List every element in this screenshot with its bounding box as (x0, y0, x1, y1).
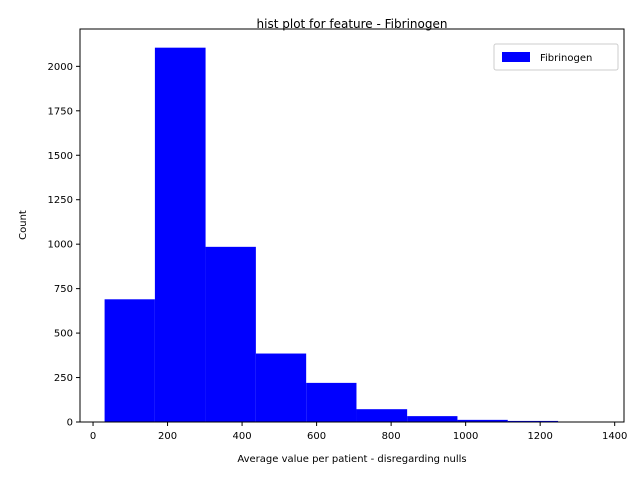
y-tick-label: 1000 (48, 240, 73, 251)
x-tick-label: 600 (307, 431, 326, 442)
legend: Fibrinogen (493, 43, 619, 71)
histogram-bar (205, 246, 256, 422)
chart-title: hist plot for feature - Fibrinogen (257, 17, 448, 31)
y-tick-label: 1250 (48, 195, 73, 206)
x-axis-label: Average value per patient - disregarding… (237, 454, 466, 465)
y-axis-label: Count (18, 210, 29, 240)
x-axis-ticks: 0 200 400 600 800 1000 1200 1400 (90, 422, 627, 442)
y-tick-label: 2000 (48, 62, 73, 73)
histogram-bar (356, 409, 408, 422)
histogram-bar (306, 382, 357, 422)
histogram-bar (507, 420, 559, 422)
x-tick-label: 1200 (527, 431, 552, 442)
legend-swatch (502, 52, 530, 62)
x-tick-label: 200 (158, 431, 177, 442)
x-tick-label: 1000 (453, 431, 478, 442)
plot-frame (79, 28, 625, 423)
y-tick-label: 750 (54, 284, 73, 295)
y-tick-label: 0 (67, 418, 73, 429)
x-tick-label: 0 (90, 431, 96, 442)
legend-label: Fibrinogen (540, 53, 592, 64)
bars-group (104, 47, 559, 423)
y-tick-label: 250 (54, 373, 73, 384)
y-axis-ticks: 0 250 500 750 1000 1250 1500 1750 2000 (48, 62, 80, 429)
x-tick-label: 1400 (602, 431, 627, 442)
legend-box (493, 43, 619, 71)
y-tick-label: 500 (54, 329, 73, 340)
histogram-bar (104, 299, 155, 422)
x-tick-label: 800 (382, 431, 401, 442)
y-tick-label: 1500 (48, 151, 73, 162)
x-tick-label: 400 (233, 431, 252, 442)
histogram-bar (255, 353, 307, 422)
histogram-bar (154, 47, 206, 423)
histogram-bar (457, 419, 508, 422)
histogram-bar (407, 416, 458, 422)
y-tick-label: 1750 (48, 106, 73, 117)
